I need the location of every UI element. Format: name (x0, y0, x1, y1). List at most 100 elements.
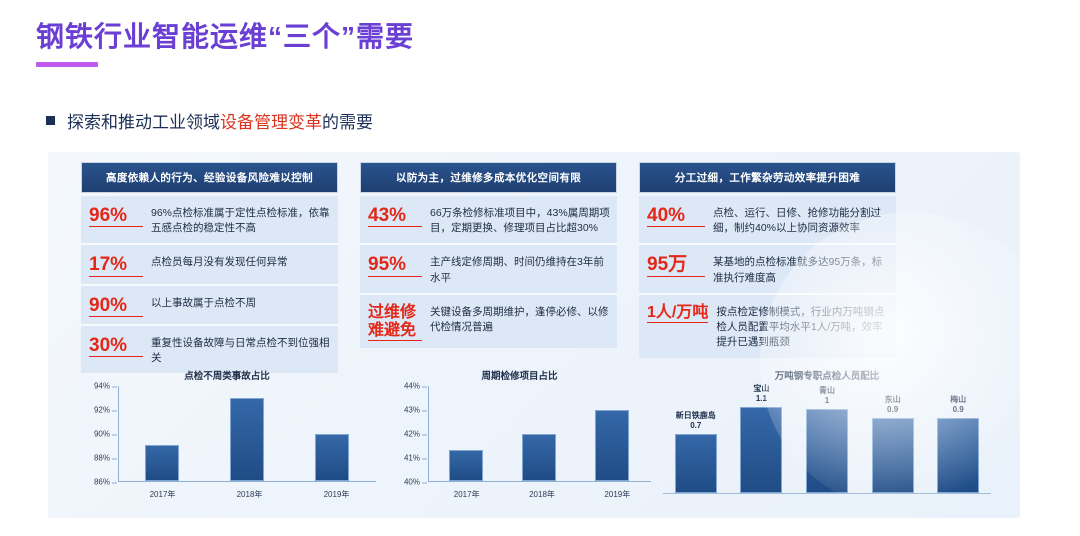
stat-value: 43% (368, 205, 422, 228)
y-axis-line (118, 386, 119, 482)
bars-container (429, 386, 649, 481)
y-tick-label: 94% (93, 381, 118, 391)
columns-container: 高度依赖人的行为、经验设备风险难以控制 96% 96%点检标准属于定性点检标准，… (81, 162, 896, 374)
stat-description: 点检员每月没有发现任何异常 (151, 256, 288, 269)
content-panel: 高度依赖人的行为、经验设备风险难以控制 96% 96%点检标准属于定性点检标准，… (48, 152, 1020, 518)
table-row[interactable]: 95% 主产线定修周期、时间仍维持在3年前水平 (360, 245, 617, 295)
x-axis-line (428, 481, 651, 482)
bar[interactable] (448, 450, 483, 481)
bar[interactable] (871, 417, 914, 493)
table-row[interactable]: 30% 重复性设备故障与日常点检不到位强相关 (81, 325, 338, 374)
page-title: 钢铁行业智能运维“三个”需要 (36, 21, 415, 52)
y-tick-label: 86% (93, 477, 118, 487)
column-1-header: 高度依赖人的行为、经验设备风险难以控制 (81, 162, 338, 193)
x-axis-line (663, 493, 991, 494)
title-underline-accent (36, 61, 98, 67)
x-tick-label: 2019年 (604, 490, 631, 499)
bullet-suffix: 的需要 (322, 113, 373, 132)
table-row[interactable]: 17% 点检员每月没有发现任何异常 (81, 245, 338, 286)
bullet-square-icon (46, 116, 55, 125)
bar-data-label: 宝山 1.1 (753, 384, 770, 403)
chart-periodic-maintenance-share: 周期检修项目占比 40% 41% 42% 43% 44% 2017年 2018年 2019年 (382, 366, 657, 508)
bullet-highlight: 设备管理变革 (220, 113, 322, 132)
bar[interactable] (937, 417, 980, 493)
x-tick-label: 2018年 (236, 490, 263, 499)
chart-accident-share: 点检不周类事故占比 86% 88% 90% 92% 94% 2017年 2018年 2019… (72, 366, 382, 508)
stat-value: 95万 (647, 254, 705, 277)
bar-data-label: 青山 1 (818, 386, 835, 406)
bar-slot: 宝山 1.1 (729, 384, 795, 493)
chart-plot-area: 86% 88% 90% 92% 94% (72, 382, 376, 487)
y-tick-label: 41% (403, 453, 428, 463)
column-3-header: 分工过细，工作繁杂劳动效率提升困难 (639, 162, 896, 193)
charts-strip: 点检不周类事故占比 86% 88% 90% 92% 94% 2017年 2018年 2019… (72, 366, 1012, 508)
column-3-rows: 40% 点检、运行、日修、抢修功能分割过细，制约40%以上协同资源效率 95万 … (639, 196, 896, 358)
stat-description: 主产线定修周期、时间仍维持在3年前水平 (430, 256, 604, 284)
chart-inspector-ratio: 万吨钢专职点检人员配比 新日铁鹿岛 0.7 宝山 1.1 青山 1 东山 0.9 梅山 0.9 (657, 366, 997, 508)
column-2-header: 以防为主，过维修多成本优化空间有限 (360, 162, 617, 193)
bullet-line: 探索和推动工业领域设备管理变革的需要 (46, 108, 373, 133)
bar-slot: 梅山 0.9 (925, 384, 991, 493)
bar-data-label: 新日铁鹿岛 0.7 (675, 411, 716, 431)
stat-value: 90% (89, 295, 143, 317)
stat-description: 按点检定修制模式，行业内万吨钢点检人员配置平均水平1人/万吨，效率提升已遇到瓶颈 (716, 305, 885, 349)
stat-value: 95% (368, 254, 422, 277)
table-row[interactable]: 90% 以上事故属于点检不周 (81, 285, 338, 326)
bar[interactable] (229, 397, 264, 481)
y-axis: 40% 41% 42% 43% 44% (382, 382, 428, 487)
y-axis: 86% 88% 90% 92% 94% (72, 382, 118, 487)
table-row[interactable]: 95万 某基地的点检标准就多达95万条，标准执行难度高 (639, 245, 896, 295)
bar[interactable] (740, 407, 783, 493)
table-row[interactable]: 43% 66万条检修标准项目中，43%属周期项目，定期更换、修理项目占比超30% (360, 196, 617, 246)
chart-title: 万吨钢专职点检人员配比 (774, 371, 880, 382)
y-tick-label: 44% (403, 381, 428, 391)
chart-plot-area: 新日铁鹿岛 0.7 宝山 1.1 青山 1 东山 0.9 梅山 0.9 (663, 384, 991, 494)
y-tick-label: 43% (403, 405, 428, 415)
stat-description: 以上事故属于点检不周 (151, 296, 256, 309)
bar-slot (576, 386, 649, 481)
stat-description: 66万条检修标准项目中，43%属周期项目，定期更换、修理项目占比超30% (430, 207, 610, 235)
bullet-text: 探索和推动工业领域设备管理变革的需要 (67, 108, 373, 133)
column-1-rows: 96% 96%点检标准属于定性点检标准，依靠五感点检的稳定性不高 17% 点检员… (81, 196, 338, 374)
stat-value: 过维修 难避免 (368, 304, 422, 341)
bar-slot: 青山 1 (794, 384, 860, 493)
bar-slot (289, 386, 374, 481)
y-tick-label: 40% (403, 477, 428, 487)
table-row[interactable]: 40% 点检、运行、日修、抢修功能分割过细，制约40%以上协同资源效率 (639, 196, 896, 246)
bar[interactable] (674, 434, 717, 493)
bar-slot (119, 386, 204, 481)
bar[interactable] (144, 445, 179, 481)
column-2: 以防为主，过维修多成本优化空间有限 43% 66万条检修标准项目中，43%属周期… (360, 162, 617, 373)
column-2-rows: 43% 66万条检修标准项目中，43%属周期项目，定期更换、修理项目占比超30%… (360, 196, 617, 348)
bar-data-label: 东山 0.9 (884, 394, 901, 414)
y-axis-line (428, 386, 429, 482)
bars-container: 新日铁鹿岛 0.7 宝山 1.1 青山 1 东山 0.9 梅山 0.9 (663, 384, 991, 493)
bar-slot (204, 386, 289, 481)
bar[interactable] (595, 409, 630, 481)
stat-description: 96%点检标准属于定性点检标准，依靠五感点检的稳定性不高 (151, 207, 330, 235)
column-3: 分工过细，工作繁杂劳动效率提升困难 40% 点检、运行、日修、抢修功能分割过细，… (639, 162, 896, 373)
stat-description: 关键设备多周期维护，逢停必修、以修代检情况普遍 (430, 305, 609, 334)
table-row[interactable]: 96% 96%点检标准属于定性点检标准，依靠五感点检的稳定性不高 (81, 196, 338, 246)
x-axis-line (118, 481, 376, 482)
stat-description: 某基地的点检标准就多达95万条，标准执行难度高 (713, 256, 883, 284)
bar[interactable] (314, 433, 349, 481)
stat-description: 重复性设备故障与日常点检不到位强相关 (151, 336, 330, 365)
bar-slot (502, 386, 575, 481)
y-tick-label: 42% (403, 429, 428, 439)
bar[interactable] (805, 409, 848, 493)
stat-value: 96% (89, 205, 143, 228)
bar-data-label: 梅山 0.9 (950, 394, 967, 414)
stat-value: 1人/万吨 (647, 303, 709, 323)
y-tick-label: 88% (93, 453, 118, 463)
table-row[interactable]: 1人/万吨 按点检定修制模式，行业内万吨钢点检人员配置平均水平1人/万吨，效率提… (639, 294, 896, 358)
bar-slot: 东山 0.9 (860, 384, 926, 493)
bar[interactable] (521, 433, 556, 481)
table-row[interactable]: 过维修 难避免 关键设备多周期维护，逢停必修、以修代检情况普遍 (360, 294, 617, 348)
bar-slot (429, 386, 502, 481)
x-tick-labels: 2017年 2018年 2019年 (119, 489, 380, 500)
stat-value: 40% (647, 205, 705, 228)
x-tick-label: 2019年 (323, 490, 350, 499)
bullet-prefix: 探索和推动工业领域 (67, 113, 220, 132)
